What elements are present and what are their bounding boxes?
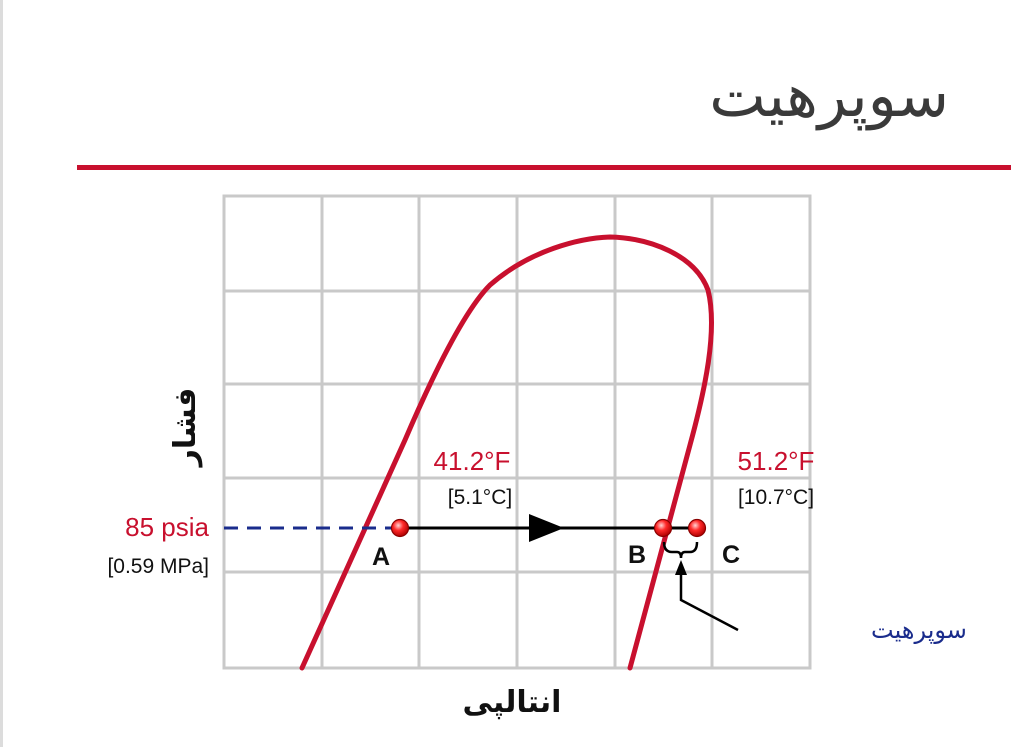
point-b-label: B [628,541,646,569]
annotation-arrowhead [675,560,687,575]
grid [222,194,812,670]
x-axis-label: انتالپی [463,685,562,720]
left-edge-border [0,0,3,747]
slide-title: سوپرهیت [709,61,949,131]
point-c-label: C [722,541,740,569]
annotation-leader-line [679,570,739,632]
saturation-temp-f: 41.2°F [434,446,511,476]
point-b-dot [653,518,673,538]
y-axis-label: فشار [168,388,203,469]
saturation-temp-c: [5.1°C] [448,486,512,509]
process-arrowhead [529,514,564,542]
superheat-brace [662,541,699,559]
point-c-dot [687,518,707,538]
superheated-temp-c: [10.7°C] [738,486,814,509]
pressure-psia-label: 85 psia [125,512,209,542]
saturation-dome-curve [299,234,715,671]
superheated-temp-f: 51.2°F [738,446,815,476]
point-a-label: A [372,543,390,571]
title-underline [77,165,1011,170]
superheat-annotation-label: سوپرهیت [871,616,967,644]
point-a-dot [390,518,410,538]
pressure-mpa-label: [0.59 MPa] [107,555,209,578]
